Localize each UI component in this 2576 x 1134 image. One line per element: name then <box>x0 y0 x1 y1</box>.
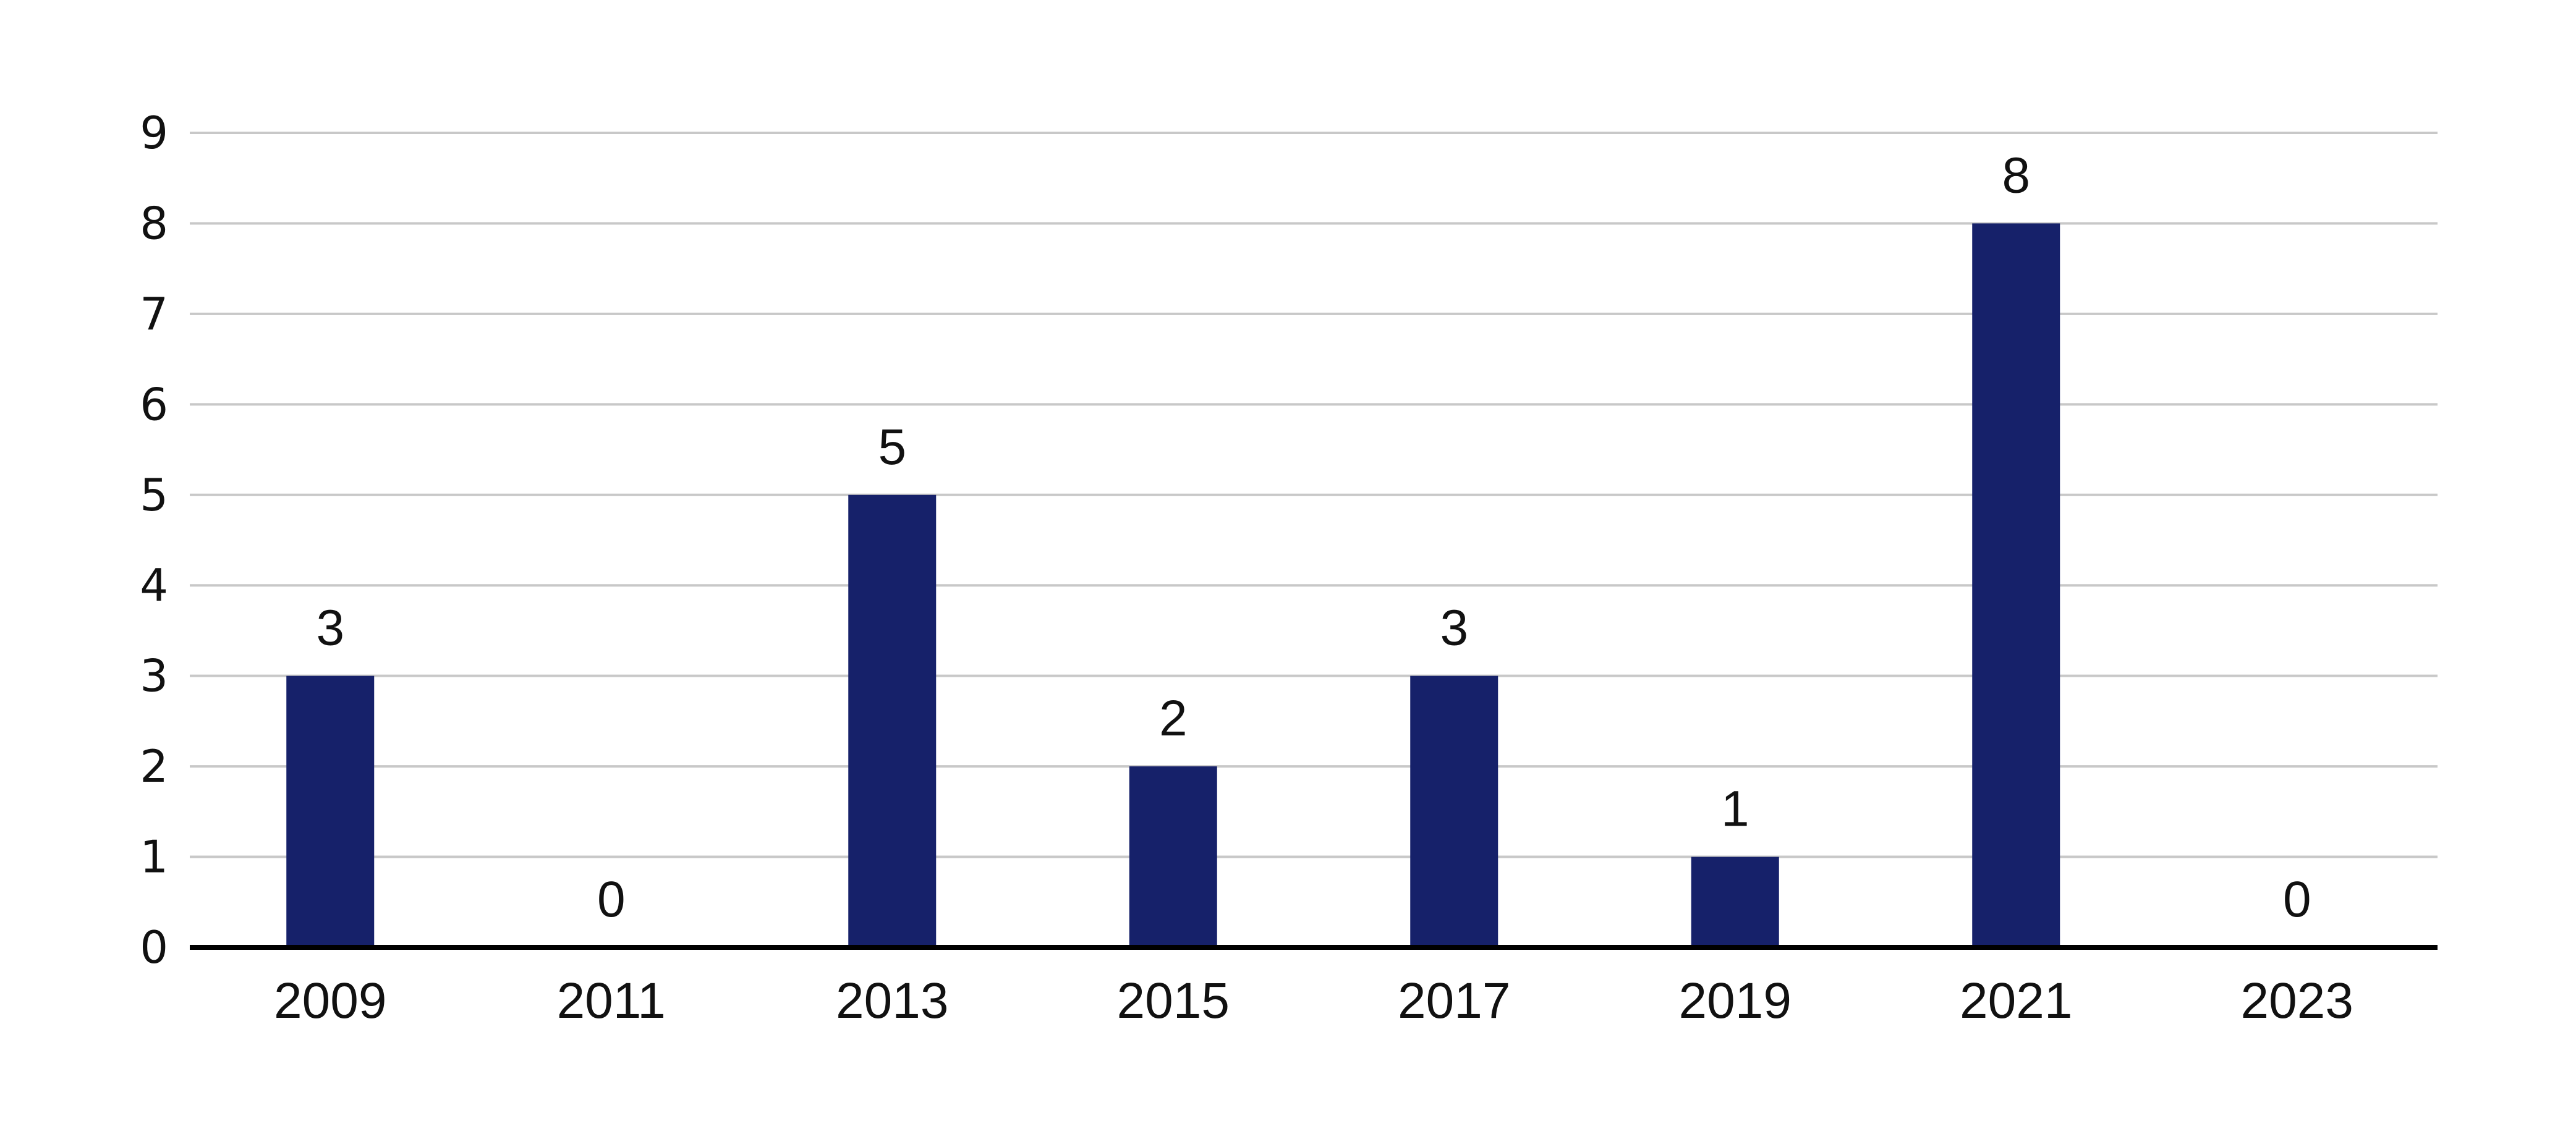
y-tick-label: 2 <box>140 740 168 792</box>
y-tick-label: 1 <box>140 831 168 883</box>
bar <box>286 675 375 947</box>
data-label: 3 <box>1440 600 1468 656</box>
x-tick-label: 2009 <box>274 973 386 1029</box>
y-tick-label: 9 <box>140 107 168 159</box>
y-tick-label: 8 <box>140 197 168 249</box>
data-label: 8 <box>2002 147 2030 203</box>
x-tick-label: 2023 <box>2241 973 2353 1029</box>
y-tick-label: 3 <box>140 650 168 702</box>
bar <box>1410 675 1498 947</box>
data-label: 0 <box>597 871 626 928</box>
x-tick-label: 2019 <box>1679 973 1792 1029</box>
y-tick-label: 0 <box>140 921 168 973</box>
bar <box>1129 766 1217 947</box>
gridlines <box>190 132 2438 858</box>
y-tick-label: 7 <box>140 288 168 340</box>
x-tick-label: 2013 <box>836 973 948 1029</box>
y-tick-labels: 0 1 2 3 4 5 6 7 8 9 <box>140 107 168 973</box>
y-tick-label: 6 <box>140 378 168 430</box>
x-tick-labels: 2009 2011 2013 2015 2017 2019 2021 2023 <box>274 973 2353 1029</box>
y-tick-label: 5 <box>140 469 168 521</box>
data-labels: 3 0 5 2 3 1 8 0 <box>316 147 2311 928</box>
data-label: 1 <box>1721 781 1749 837</box>
data-label: 3 <box>316 600 344 656</box>
bar <box>1972 223 2060 947</box>
bar <box>848 494 937 947</box>
data-label: 5 <box>878 419 906 475</box>
x-tick-label: 2017 <box>1398 973 1510 1029</box>
x-tick-label: 2015 <box>1117 973 1230 1029</box>
x-tick-label: 2021 <box>1960 973 2072 1029</box>
y-tick-label: 4 <box>140 559 168 611</box>
bars <box>286 223 2060 947</box>
data-label: 0 <box>2283 871 2311 928</box>
bar <box>1691 857 1779 947</box>
data-label: 2 <box>1159 690 1188 747</box>
x-tick-label: 2011 <box>557 973 666 1029</box>
